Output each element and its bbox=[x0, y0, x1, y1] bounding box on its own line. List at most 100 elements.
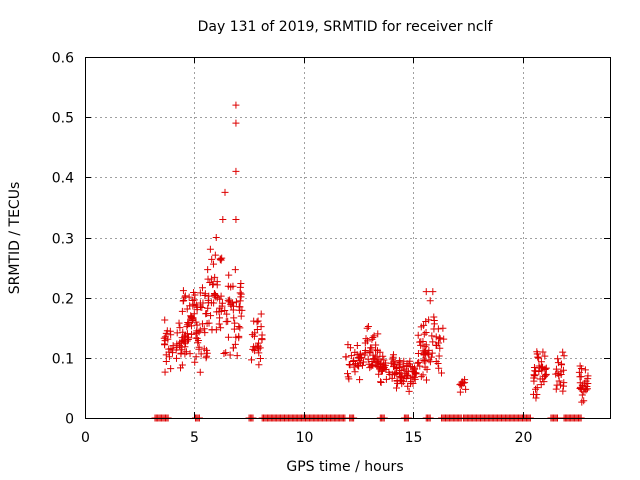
y-tick-label: 0.5 bbox=[52, 111, 74, 127]
data-point bbox=[216, 295, 224, 303]
data-point bbox=[557, 371, 565, 379]
data-point bbox=[366, 349, 374, 357]
data-point bbox=[425, 316, 433, 324]
data-point bbox=[554, 359, 562, 367]
data-point bbox=[181, 292, 189, 300]
data-point bbox=[414, 331, 422, 339]
data-point bbox=[374, 330, 382, 338]
data-point bbox=[356, 350, 364, 358]
data-point bbox=[345, 375, 353, 383]
data-point bbox=[255, 349, 263, 357]
data-point bbox=[584, 375, 592, 383]
data-point bbox=[541, 365, 549, 373]
data-point bbox=[211, 251, 219, 259]
x-tick-label: 10 bbox=[296, 430, 314, 446]
data-point bbox=[556, 381, 564, 389]
data-point bbox=[212, 326, 220, 334]
data-point bbox=[554, 355, 562, 363]
data-point bbox=[209, 260, 217, 268]
data-point bbox=[410, 373, 418, 381]
data-point bbox=[420, 357, 428, 365]
data-point bbox=[183, 305, 191, 313]
data-point bbox=[225, 271, 233, 279]
data-point bbox=[191, 291, 199, 299]
data-points bbox=[160, 101, 592, 406]
data-point bbox=[423, 365, 431, 373]
data-point bbox=[420, 348, 428, 356]
data-point bbox=[430, 313, 438, 321]
data-point bbox=[186, 350, 194, 358]
data-point bbox=[532, 394, 540, 402]
data-point bbox=[422, 288, 430, 296]
data-point bbox=[552, 385, 560, 393]
data-point bbox=[377, 360, 385, 368]
data-point bbox=[415, 358, 423, 366]
data-point bbox=[178, 361, 186, 369]
data-point bbox=[229, 306, 237, 314]
data-point bbox=[430, 320, 438, 328]
data-point bbox=[208, 255, 216, 263]
data-point bbox=[368, 361, 376, 369]
data-point bbox=[215, 320, 223, 328]
data-point bbox=[436, 344, 444, 352]
data-point bbox=[236, 297, 244, 305]
data-point bbox=[530, 390, 538, 398]
data-point bbox=[358, 361, 366, 369]
data-point bbox=[258, 331, 266, 339]
data-point bbox=[190, 310, 198, 318]
data-point bbox=[162, 357, 170, 365]
data-point bbox=[175, 319, 183, 327]
data-point bbox=[255, 342, 263, 350]
data-point bbox=[182, 348, 190, 356]
data-point bbox=[559, 387, 567, 395]
data-point bbox=[232, 298, 240, 306]
data-point bbox=[237, 312, 245, 320]
data-point bbox=[407, 362, 415, 370]
data-point bbox=[422, 376, 430, 384]
data-point bbox=[361, 339, 369, 347]
data-point bbox=[458, 382, 466, 390]
data-point bbox=[377, 378, 385, 386]
data-point bbox=[396, 377, 404, 385]
data-point bbox=[559, 348, 567, 356]
data-point bbox=[363, 324, 371, 332]
data-point bbox=[575, 368, 583, 376]
data-point bbox=[224, 317, 232, 325]
data-point bbox=[364, 355, 372, 363]
data-point bbox=[432, 357, 440, 365]
data-point bbox=[223, 310, 231, 318]
data-point bbox=[578, 398, 586, 406]
data-point bbox=[226, 296, 234, 304]
data-point bbox=[216, 256, 224, 264]
data-point bbox=[206, 245, 214, 253]
data-point bbox=[426, 297, 434, 305]
data-point bbox=[420, 330, 428, 338]
data-point bbox=[192, 329, 200, 337]
data-point bbox=[432, 341, 440, 349]
data-point bbox=[221, 306, 229, 314]
data-point bbox=[422, 347, 430, 355]
data-point bbox=[248, 356, 256, 364]
data-point bbox=[559, 382, 567, 390]
data-point bbox=[207, 275, 215, 283]
data-point bbox=[409, 372, 417, 380]
data-point bbox=[362, 335, 370, 343]
data-point bbox=[368, 344, 376, 352]
data-point bbox=[560, 352, 568, 360]
data-point bbox=[235, 323, 243, 331]
data-point bbox=[422, 328, 430, 336]
data-point bbox=[227, 283, 235, 291]
data-point bbox=[581, 379, 589, 387]
data-point bbox=[232, 101, 240, 109]
data-point bbox=[196, 289, 204, 297]
data-point bbox=[217, 307, 225, 315]
data-point bbox=[161, 368, 169, 376]
data-point bbox=[389, 351, 397, 359]
data-point bbox=[396, 359, 404, 367]
data-point bbox=[233, 352, 241, 360]
data-point bbox=[429, 288, 437, 296]
data-point bbox=[356, 376, 364, 384]
data-point bbox=[217, 292, 225, 300]
data-point bbox=[217, 324, 225, 332]
data-point bbox=[209, 281, 217, 289]
